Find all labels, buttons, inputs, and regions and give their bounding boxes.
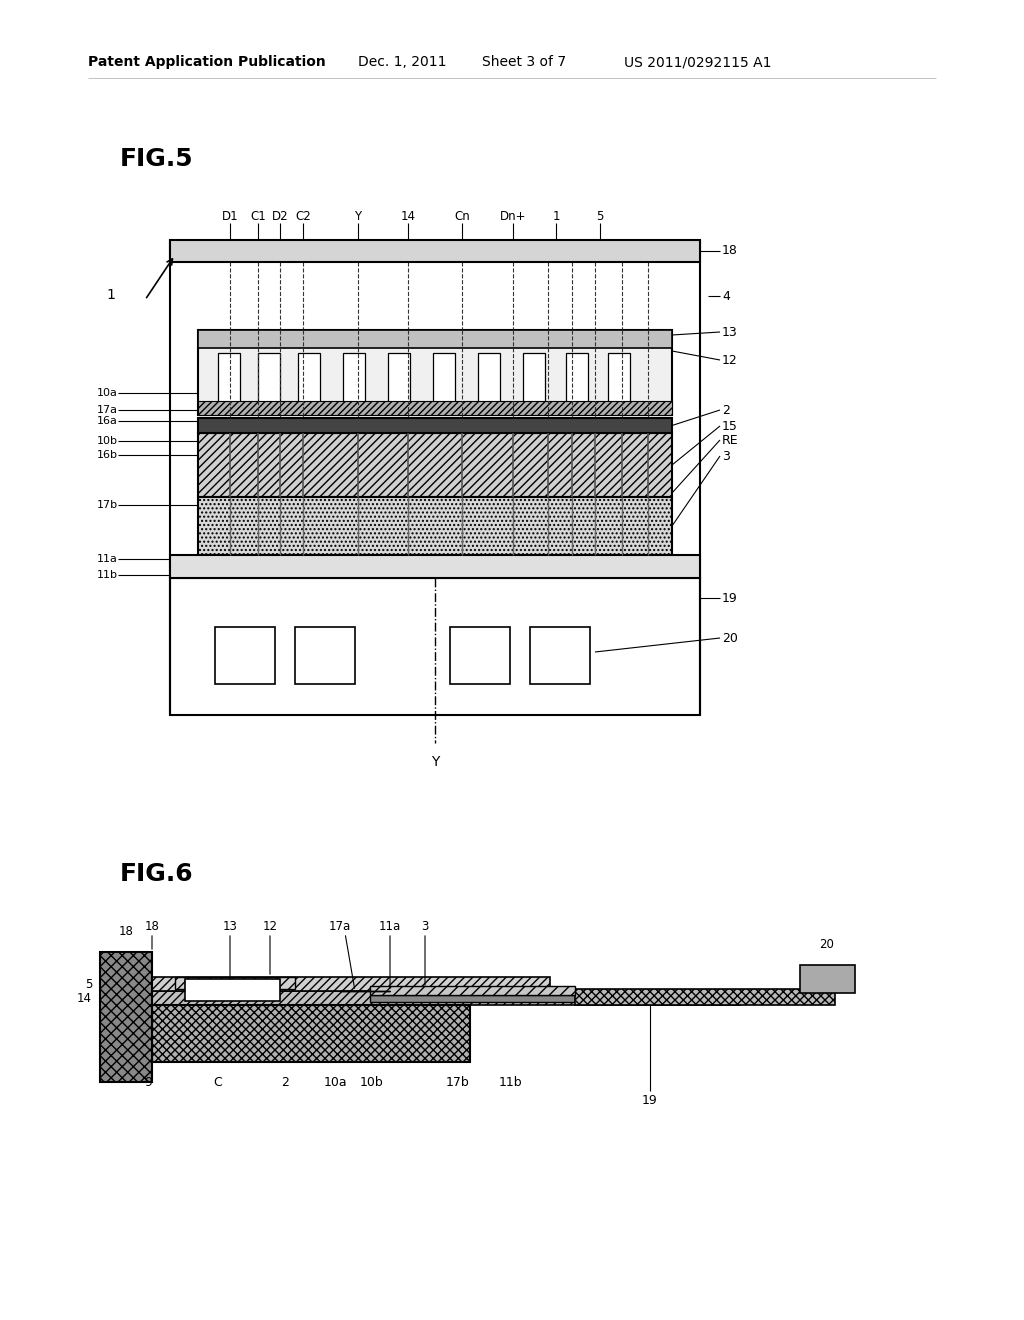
Bar [370,995,575,1002]
Text: 18: 18 [144,920,160,933]
Bar [298,352,319,405]
Text: 10b: 10b [97,436,118,446]
Bar [170,240,700,261]
Text: 10a: 10a [324,1076,347,1089]
Text: 17a: 17a [329,920,351,933]
Text: C2: C2 [295,210,311,223]
Bar [100,952,152,1082]
Text: D1: D1 [221,210,239,223]
Bar [175,977,295,989]
Text: 14: 14 [400,210,416,223]
Text: 2: 2 [281,1076,289,1089]
Text: 17b: 17b [97,500,118,510]
Text: 18: 18 [119,925,133,939]
Text: 20: 20 [819,939,835,950]
Text: 12: 12 [262,920,278,933]
Text: 11a: 11a [379,920,401,933]
Text: 11b: 11b [97,570,118,579]
Text: 5: 5 [85,978,92,990]
Text: 19: 19 [722,591,737,605]
Bar [566,352,588,405]
Text: 11a: 11a [97,554,118,564]
Bar [343,352,365,405]
Bar [215,627,275,684]
Text: 17a: 17a [97,405,118,414]
Text: 12: 12 [722,354,737,367]
Text: 3: 3 [421,920,429,933]
Text: 13: 13 [222,920,238,933]
Text: RE: RE [722,433,738,446]
Text: C: C [214,1076,222,1089]
Text: Patent Application Publication: Patent Application Publication [88,55,326,69]
Bar [608,352,630,405]
Bar [530,627,590,684]
Bar [100,1063,152,1082]
Text: 3: 3 [722,450,730,462]
Bar [523,352,545,405]
Text: US 2011/0292115 A1: US 2011/0292115 A1 [624,55,771,69]
Text: 11b: 11b [499,1076,522,1089]
Bar [152,977,550,991]
Text: 16b: 16b [97,450,118,459]
Text: 10a: 10a [97,388,118,399]
Bar [198,330,672,414]
Bar [198,418,672,433]
Text: Dec. 1, 2011: Dec. 1, 2011 [358,55,446,69]
Bar [198,330,672,348]
Text: Y: Y [431,755,439,770]
Bar [218,352,240,405]
Text: 5: 5 [596,210,604,223]
Bar [170,578,700,715]
Text: 2: 2 [722,404,730,417]
Bar [295,627,355,684]
Text: 13: 13 [722,326,737,338]
Text: 15: 15 [722,420,738,433]
Bar [170,554,700,578]
Text: Y: Y [354,210,361,223]
Text: 10b: 10b [360,1076,384,1089]
Bar [800,965,855,993]
Bar [198,433,672,498]
Bar [450,627,510,684]
Text: FIG.5: FIG.5 [120,147,194,172]
Text: 14: 14 [77,991,92,1005]
Bar [433,352,455,405]
Bar [388,352,410,405]
Bar [198,498,672,554]
Text: 16a: 16a [97,416,118,426]
Bar [575,989,835,1005]
Text: 18: 18 [722,244,738,257]
Text: 9: 9 [144,1076,152,1089]
Bar [198,401,672,414]
Bar [152,1005,470,1063]
Text: 4: 4 [722,289,730,302]
Text: C1: C1 [250,210,266,223]
Text: Cn: Cn [454,210,470,223]
Text: FIG.6: FIG.6 [120,862,194,886]
Text: 17b: 17b [446,1076,470,1089]
Text: Sheet 3 of 7: Sheet 3 of 7 [482,55,566,69]
Text: 20: 20 [722,631,738,644]
Text: 1: 1 [106,288,115,302]
Bar [478,352,500,405]
Bar [185,979,280,1001]
Text: D2: D2 [271,210,289,223]
Text: 19: 19 [642,1094,657,1107]
Bar [258,352,280,405]
Bar [152,991,740,1005]
Text: 1: 1 [552,210,560,223]
Bar [370,986,575,995]
Text: Dn+: Dn+ [500,210,526,223]
